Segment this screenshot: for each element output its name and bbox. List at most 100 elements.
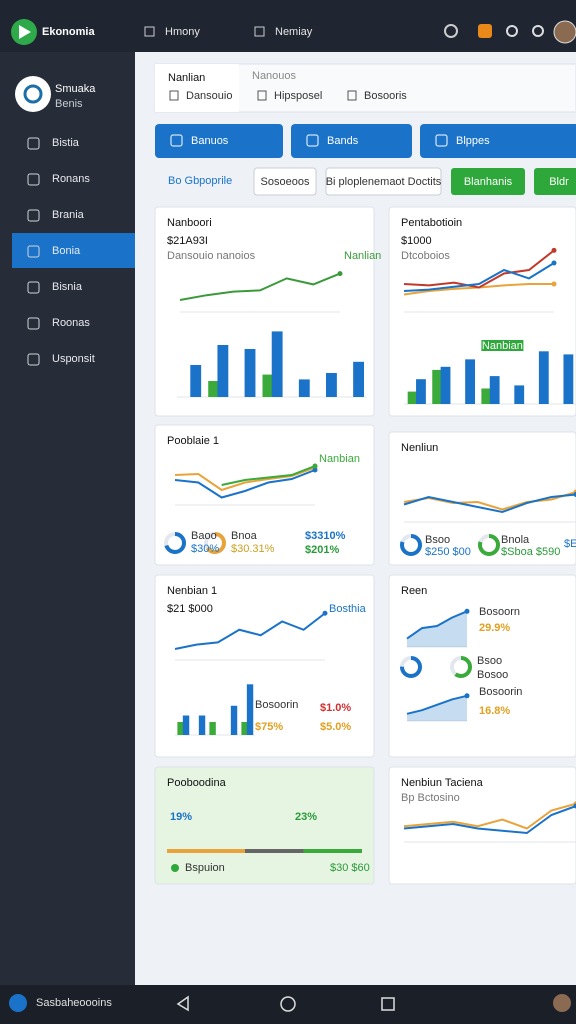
line [174, 612, 326, 650]
avatar [553, 20, 576, 44]
nav-recent[interactable] [381, 997, 395, 1011]
nav-item[interactable]: Bisnia [52, 281, 83, 293]
tabs-title: Nanlian [168, 72, 205, 84]
card-note: 19% [170, 811, 192, 823]
nav-item[interactable]: Brania [52, 209, 85, 221]
button-label[interactable]: Banuos [191, 135, 229, 147]
ring [204, 532, 226, 554]
avatar [553, 994, 571, 1012]
nav-item[interactable]: Bistia [52, 137, 80, 149]
button-label[interactable]: Bands [327, 135, 359, 147]
button-icon [170, 134, 183, 147]
line-end-dot [551, 260, 557, 266]
progress-segment [167, 849, 245, 853]
bar [244, 349, 256, 397]
tab-item[interactable]: Hipsposel [274, 90, 322, 102]
ring [450, 656, 472, 678]
bar [209, 722, 216, 735]
nav-icon [27, 245, 40, 258]
bar [326, 373, 337, 397]
bar [182, 715, 190, 735]
tab-item[interactable]: Bosooris [364, 90, 407, 102]
card-note: $5.0% [320, 721, 351, 733]
nav-icon [27, 317, 40, 330]
footer-icon [9, 994, 27, 1012]
card-title: Nenbian 1 [167, 585, 217, 597]
nav-item[interactable]: Usponsit [52, 353, 95, 365]
card-note: $Etoit [564, 538, 576, 550]
nav-active [12, 233, 135, 268]
button[interactable] [291, 124, 412, 158]
line-end-dot [312, 463, 318, 469]
area-fill [407, 695, 467, 721]
card-title: Nenliun [401, 442, 438, 454]
bar [538, 351, 549, 404]
card-title: Nenbiun Taciena [401, 777, 484, 789]
app-name: Ekonomia [42, 26, 95, 38]
card-note: $3310% [305, 530, 346, 542]
menu-item[interactable]: Hmony [165, 26, 200, 38]
tab-item[interactable]: Dansouio [186, 90, 232, 102]
card-note: $30% [191, 543, 219, 555]
nav-item[interactable]: Roonas [52, 317, 90, 329]
nav-item[interactable]: Ronans [52, 173, 90, 185]
green-button[interactable] [451, 168, 525, 195]
filter-link[interactable]: Bo Gbpoprile [168, 175, 232, 187]
card-note: $Sboa $590 [501, 546, 560, 558]
button[interactable] [420, 124, 576, 158]
line-end-dot [573, 803, 576, 809]
nav-item[interactable]: Bonia [52, 245, 81, 257]
menu-item[interactable]: Nemiay [275, 26, 313, 38]
card [388, 574, 576, 758]
green-label[interactable]: Blanhanis [464, 176, 513, 188]
ring [164, 532, 186, 554]
card-note: Bspuion [185, 862, 225, 874]
nav-icon [27, 173, 40, 186]
bar [217, 345, 229, 397]
profile-avatar [15, 76, 51, 112]
line [403, 805, 576, 835]
progress-dot [171, 864, 179, 872]
bar [262, 374, 274, 397]
line-end-dot [551, 281, 557, 287]
filter-button[interactable] [325, 167, 442, 196]
filter-label[interactable]: Bi ploplenemaot Doctits [326, 176, 442, 188]
filter-label[interactable]: Sosoeoos [261, 176, 310, 188]
tab-icon [257, 90, 267, 101]
nav-back[interactable] [176, 995, 189, 1012]
line [403, 493, 576, 514]
progress-segment [303, 849, 362, 853]
status-icon [444, 24, 458, 38]
card-note: $75% [255, 721, 283, 733]
card-note: $30.31% [231, 543, 275, 555]
button-label[interactable]: Blppes [456, 135, 490, 147]
filter-button[interactable] [253, 167, 317, 196]
bar [465, 359, 476, 404]
menu-icon [144, 26, 155, 37]
chart-label: Bosthia [329, 603, 367, 615]
progress-segment [245, 849, 304, 853]
card-title: Pooblaie 1 [167, 435, 219, 447]
ring [478, 534, 500, 556]
card-note: $30 $60 [330, 862, 370, 874]
nav-home[interactable] [280, 996, 296, 1012]
bar [177, 722, 184, 735]
tab-active [155, 64, 239, 112]
button[interactable] [155, 124, 283, 158]
card-value: $1000 [401, 235, 432, 247]
profile-mark [23, 84, 43, 104]
line-end-dot [312, 467, 318, 473]
profile-name: Smuaka [55, 83, 96, 95]
card-title: Pentabotioin [401, 217, 462, 229]
card-caption: Dansouio nanoios [167, 250, 256, 262]
bar [489, 376, 500, 404]
bar [407, 391, 418, 404]
bar [353, 361, 365, 397]
bar [563, 354, 574, 404]
ring [400, 534, 422, 556]
green-label[interactable]: Bldr [549, 176, 569, 188]
ring [400, 656, 422, 678]
green-button[interactable] [534, 168, 576, 195]
tabs-subtitle: Nanouos [252, 70, 297, 82]
